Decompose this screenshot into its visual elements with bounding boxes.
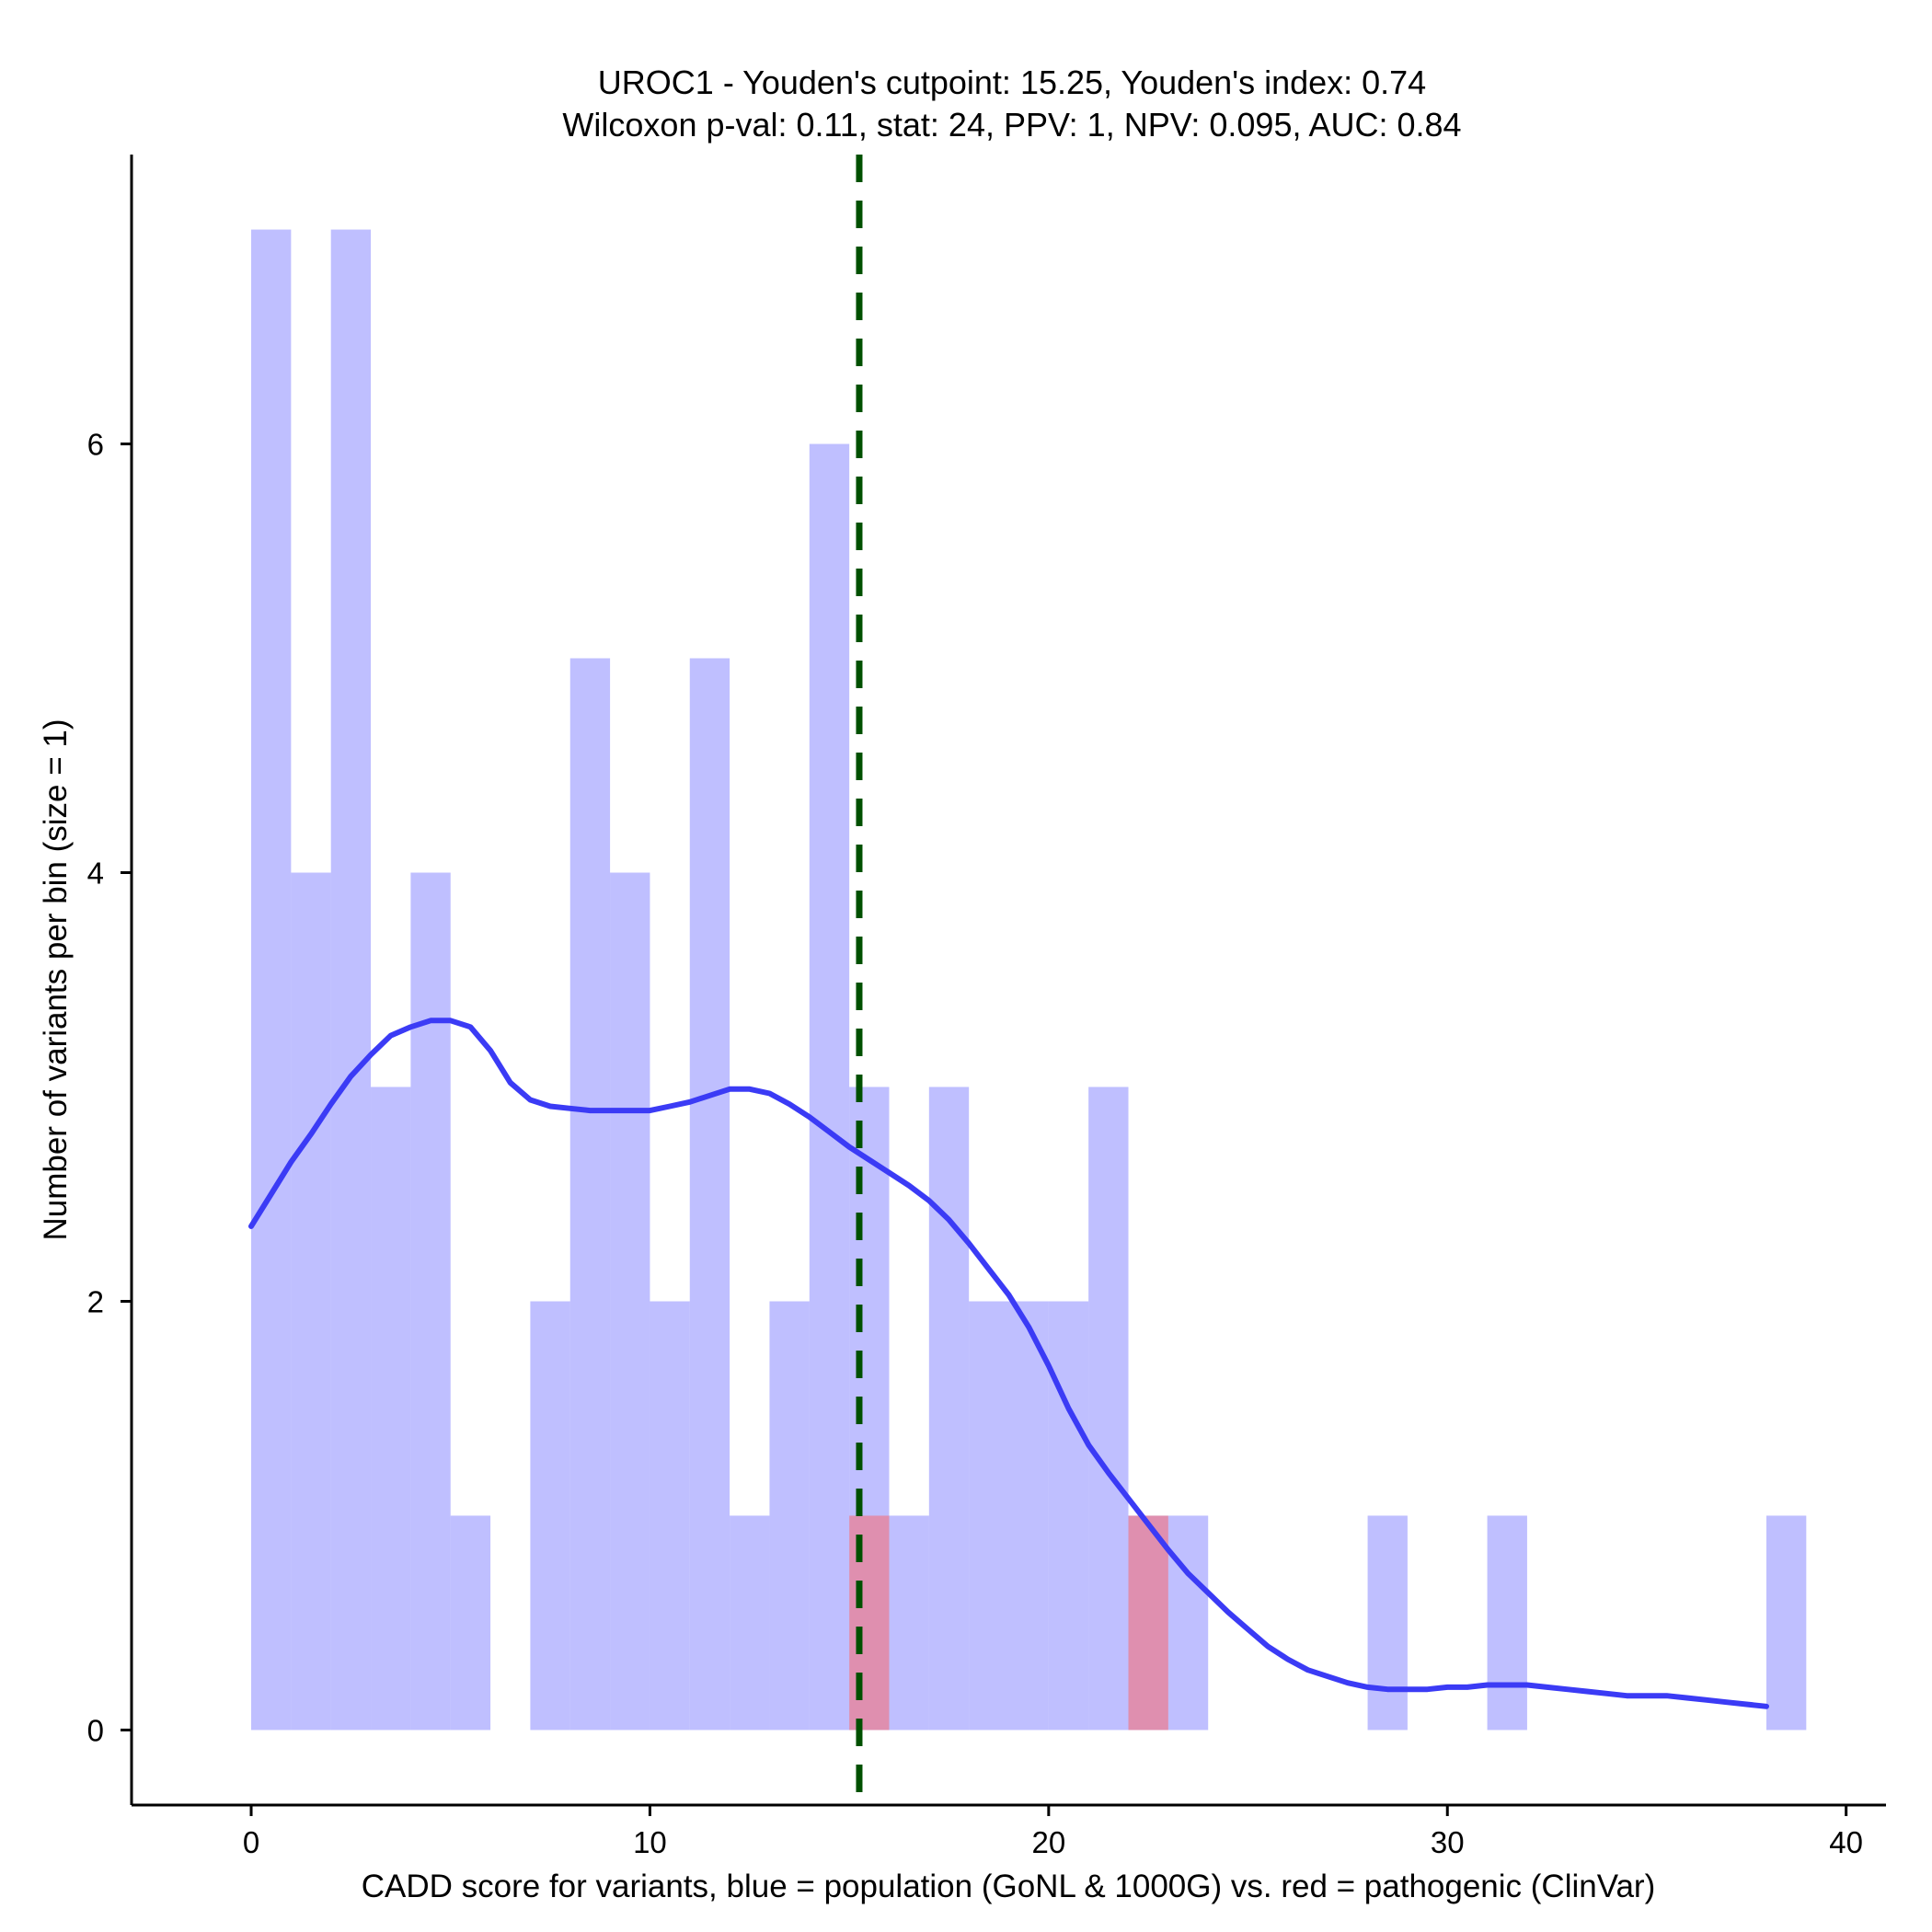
chart-title-line-1: UROC1 - Youden's cutpoint: 15.25, Youden…: [598, 63, 1426, 101]
population-bar: [1765, 1515, 1807, 1731]
x-tick-label: 0: [243, 1825, 259, 1859]
y-tick-label: 4: [87, 857, 104, 891]
y-ticks: 0 2 4 6: [87, 428, 132, 1747]
population-bar: [251, 229, 292, 1731]
population-bar: [450, 1515, 491, 1731]
y-axis-label: Number of variants per bin (size = 1): [38, 719, 74, 1240]
y-tick-label: 0: [87, 1713, 104, 1747]
population-bar: [291, 872, 331, 1731]
population-bar: [1088, 1087, 1129, 1731]
population-bars: [251, 229, 1807, 1731]
population-bar: [928, 1087, 970, 1731]
x-ticks: 0 10 20 30 40: [243, 1805, 1863, 1859]
x-tick-label: 10: [633, 1825, 667, 1859]
pathogenic-bar: [849, 1515, 890, 1731]
population-bar: [689, 658, 730, 1731]
population-bar: [889, 1515, 929, 1731]
population-bar: [410, 872, 451, 1731]
population-bar: [969, 1301, 1009, 1731]
x-axis-label: CADD score for variants, blue = populati…: [362, 1869, 1656, 1904]
x-tick-label: 30: [1431, 1825, 1465, 1859]
x-tick-label: 40: [1829, 1825, 1863, 1859]
population-bar: [371, 1087, 411, 1731]
population-bar: [1167, 1515, 1209, 1731]
population-bar: [530, 1301, 570, 1731]
population-bar: [1048, 1301, 1089, 1731]
population-bar: [1008, 1301, 1049, 1731]
population-bar: [730, 1515, 770, 1731]
x-tick-label: 20: [1031, 1825, 1065, 1859]
population-bar: [1367, 1515, 1408, 1731]
population-bar: [610, 872, 650, 1731]
population-bar: [330, 229, 372, 1731]
population-bar: [1487, 1515, 1527, 1731]
y-tick-label: 2: [87, 1284, 104, 1318]
pathogenic-bar: [1128, 1515, 1168, 1731]
chart-title-line-2: Wilcoxon p-val: 0.11, stat: 24, PPV: 1, …: [562, 106, 1461, 144]
population-bar: [650, 1301, 690, 1731]
population-bar: [809, 443, 850, 1731]
pathogenic-bars: [849, 1515, 1168, 1731]
y-tick-label: 6: [87, 428, 104, 462]
population-bar: [769, 1301, 810, 1731]
density-curve: [248, 1018, 1769, 1709]
density-layer: [248, 1018, 1769, 1709]
population-bar: [569, 658, 611, 1731]
